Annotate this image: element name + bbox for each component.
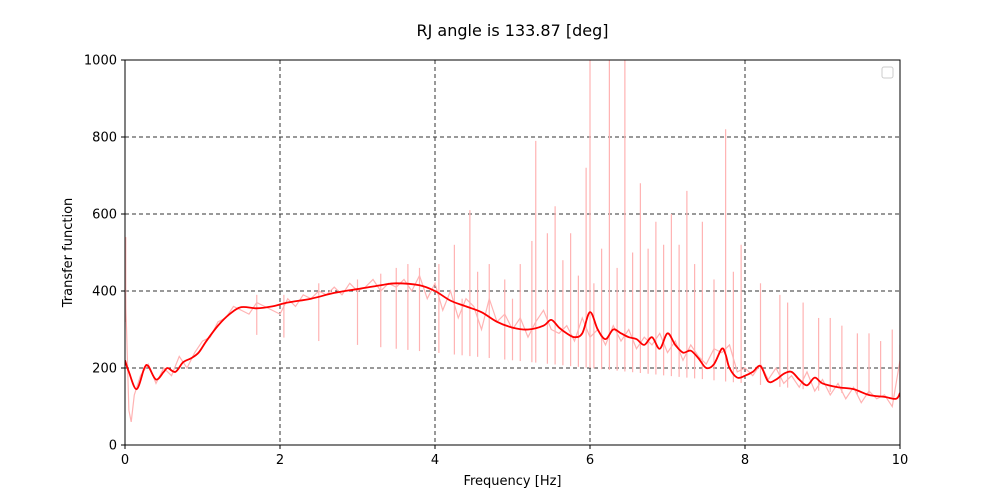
chart-title: RJ angle is 133.87 [deg]: [417, 21, 609, 40]
x-tick-label-3: 6: [586, 453, 594, 468]
raw-signal-layer: [125, 60, 900, 423]
y-tick-label-3: 600: [92, 208, 117, 223]
y-tick-label-1: 200: [92, 362, 117, 377]
x-tick-label-5: 10: [892, 453, 909, 468]
x-tick-label-4: 8: [741, 453, 749, 468]
raw-series-line: [125, 274, 900, 423]
x-tick-label-1: 2: [276, 453, 284, 468]
legend-box: [881, 66, 894, 79]
plot-area-frame: [124, 59, 901, 446]
x-axis-label: Frequency [Hz]: [463, 474, 561, 489]
x-tick-label-2: 4: [431, 453, 439, 468]
y-axis-ticks: 0 200 400 600 800 1000: [84, 54, 125, 454]
smoothed-signal-layer: [125, 282, 900, 400]
y-tick-label-0: 0: [109, 439, 117, 454]
x-tick-label-0: 0: [121, 453, 129, 468]
y-tick-label-5: 1000: [84, 54, 117, 69]
smoothed-series-line: [125, 282, 900, 400]
y-tick-label-2: 400: [92, 285, 117, 300]
y-tick-label-4: 800: [92, 131, 117, 146]
y-axis-label: Transfer function: [61, 198, 76, 309]
grid-lines: [125, 60, 900, 445]
x-axis-ticks: 0 2 4 6 8 10: [121, 445, 908, 468]
